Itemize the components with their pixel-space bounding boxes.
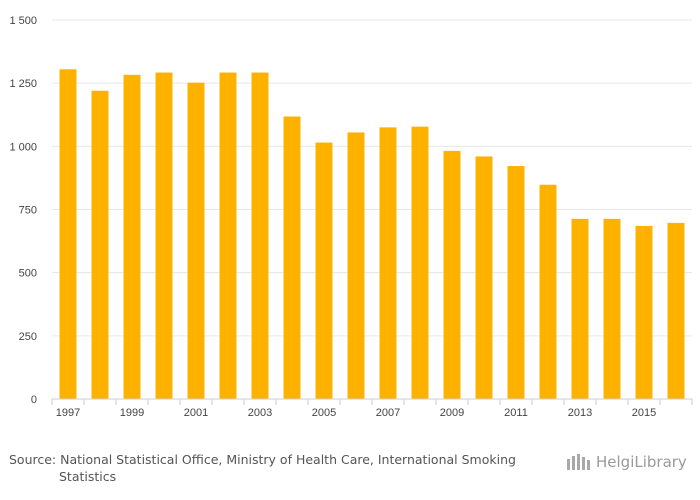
x-tick-label: 2015 [632, 407, 656, 419]
bar-2007 [379, 127, 397, 399]
bar-2001 [187, 82, 205, 400]
bar-2002 [219, 72, 237, 400]
bar-2013 [571, 218, 589, 399]
x-tick-label: 2011 [504, 407, 528, 419]
x-tick-label: 1999 [120, 407, 144, 419]
library-icon [567, 454, 590, 470]
y-axis-ticks: 0 250 500 750 1 000 1 250 1 500 [9, 15, 37, 406]
bar-1999 [123, 74, 141, 399]
source-line-2: Statistics [59, 469, 117, 484]
bar-1997 [59, 69, 77, 400]
x-tick-label: 2009 [440, 407, 464, 419]
y-tick-label: 1 250 [9, 78, 37, 90]
x-tick-label: 2007 [376, 407, 400, 419]
y-tick-label: 1 000 [9, 141, 37, 153]
logo-text: HelgiLibrary [596, 453, 687, 471]
x-axis-ticks: 1997 1999 2001 2003 2005 2007 2009 2011 2013 2015 [51, 399, 693, 419]
bar-2016 [667, 222, 685, 399]
bar-2000 [155, 72, 173, 400]
bar-chart: 0 250 500 750 1 000 1 250 1 500 1997 1999 2001 20… [9, 15, 693, 419]
bar-2012 [539, 184, 557, 399]
bar-2006 [347, 132, 365, 400]
x-tick-label: 1997 [56, 407, 80, 419]
y-tick-label: 500 [19, 268, 37, 280]
x-tick-label: 2013 [568, 407, 592, 419]
y-tick-label: 0 [31, 394, 37, 406]
bar-2014 [603, 218, 621, 399]
helgi-library-logo: HelgiLibrary [566, 452, 687, 472]
bar-2009 [443, 150, 461, 399]
gridlines [52, 19, 692, 337]
bars [59, 69, 685, 400]
y-tick-label: 1 500 [9, 15, 37, 27]
bar-2015 [635, 225, 653, 399]
x-tick-label: 2003 [248, 407, 272, 419]
x-tick-label: 2005 [312, 407, 336, 419]
bar-2003 [251, 72, 269, 400]
bar-2011 [507, 166, 525, 399]
bar-2005 [315, 142, 333, 399]
bar-2010 [475, 156, 493, 399]
x-tick-label: 2001 [184, 407, 208, 419]
bar-2004 [283, 116, 301, 399]
y-tick-label: 250 [19, 331, 37, 343]
source-line-1: Source: National Statistical Office, Min… [9, 452, 516, 467]
bar-1998 [91, 90, 109, 399]
bar-2008 [411, 126, 429, 399]
y-tick-label: 750 [19, 205, 37, 217]
source-note: Source: National Statistical Office, Min… [9, 451, 549, 485]
